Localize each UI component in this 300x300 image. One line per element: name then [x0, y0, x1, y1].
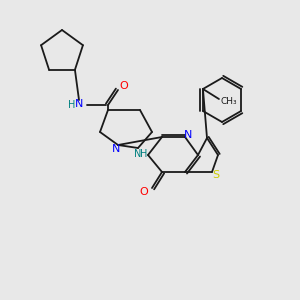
Text: N: N	[184, 130, 192, 140]
Text: S: S	[212, 170, 220, 180]
Text: N: N	[112, 144, 120, 154]
Text: H: H	[68, 100, 76, 110]
Text: CH₃: CH₃	[220, 97, 237, 106]
Text: N: N	[134, 149, 142, 159]
Text: H: H	[140, 149, 148, 159]
Text: O: O	[140, 187, 148, 197]
Text: O: O	[120, 81, 128, 91]
Text: N: N	[75, 99, 83, 109]
